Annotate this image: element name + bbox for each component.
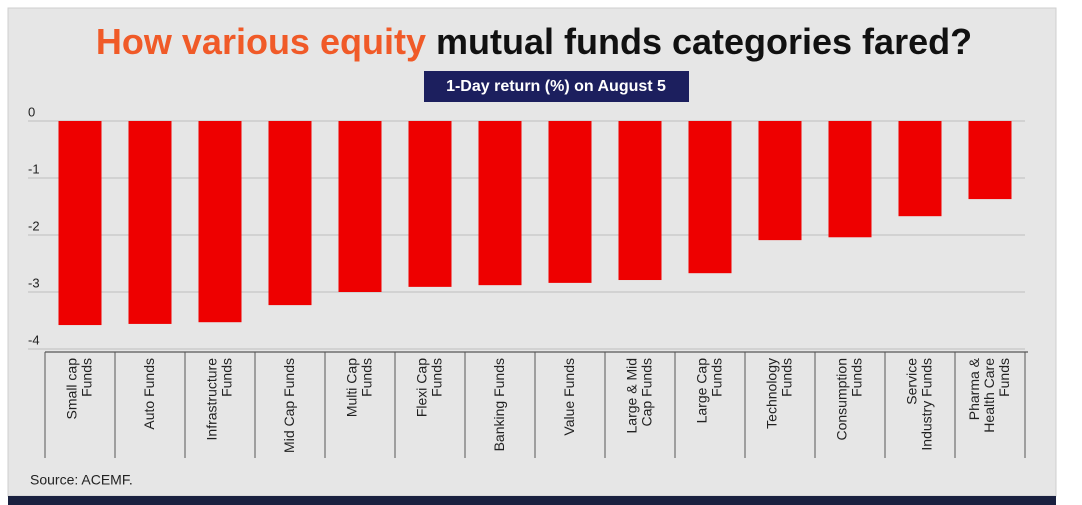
x-tick-label: Small capFunds: [63, 358, 94, 420]
bottom-band: [8, 496, 1056, 505]
x-tick-label: InfrastructureFunds: [203, 358, 234, 441]
x-tick-label: Flexi CapFunds: [413, 358, 444, 417]
bar: [338, 121, 382, 292]
x-tick-label: TechnologyFunds: [763, 358, 794, 429]
y-tick-label: -4: [28, 332, 40, 347]
x-tick-label: Large CapFunds: [693, 358, 724, 424]
y-tick-label: -1: [28, 161, 40, 176]
title-part: How various equity: [96, 21, 426, 62]
y-tick-label: -2: [28, 218, 40, 233]
subtitle-box: [424, 71, 689, 102]
x-tick-label: Large & MidCap Funds: [623, 358, 654, 433]
x-tick-label: Multi CapFunds: [343, 358, 374, 417]
bar: [688, 121, 732, 274]
bar: [128, 121, 172, 324]
bar: [198, 121, 242, 323]
bar: [828, 121, 872, 238]
bar: [618, 121, 662, 281]
x-tick-label: Mid Cap Funds: [281, 358, 297, 453]
x-tick-label: ServiceIndustry Funds: [903, 358, 934, 451]
chart-title: How various equity mutual funds categorie…: [96, 21, 972, 62]
source: Source: ACEMF.: [30, 472, 133, 488]
bar: [478, 121, 522, 286]
bar: [968, 121, 1012, 200]
title-part: mutual funds categories fared?: [436, 21, 972, 62]
x-tick-label: ConsumptionFunds: [833, 358, 864, 441]
bar: [58, 121, 102, 326]
bar: [898, 121, 942, 217]
y-tick-label: 0: [28, 104, 35, 119]
bar: [268, 121, 312, 306]
bar: [408, 121, 452, 287]
bar: [758, 121, 802, 241]
bar: [548, 121, 592, 283]
x-tick-label: Value Funds: [561, 358, 577, 436]
x-tick-label: Pharma &Health CareFunds: [966, 357, 1012, 432]
subtitle: 1-Day return (%) on August 5: [446, 78, 666, 95]
y-tick-label: -3: [28, 275, 40, 290]
x-tick-label: Auto Funds: [141, 358, 157, 430]
x-tick-label: Banking Funds: [491, 358, 507, 451]
